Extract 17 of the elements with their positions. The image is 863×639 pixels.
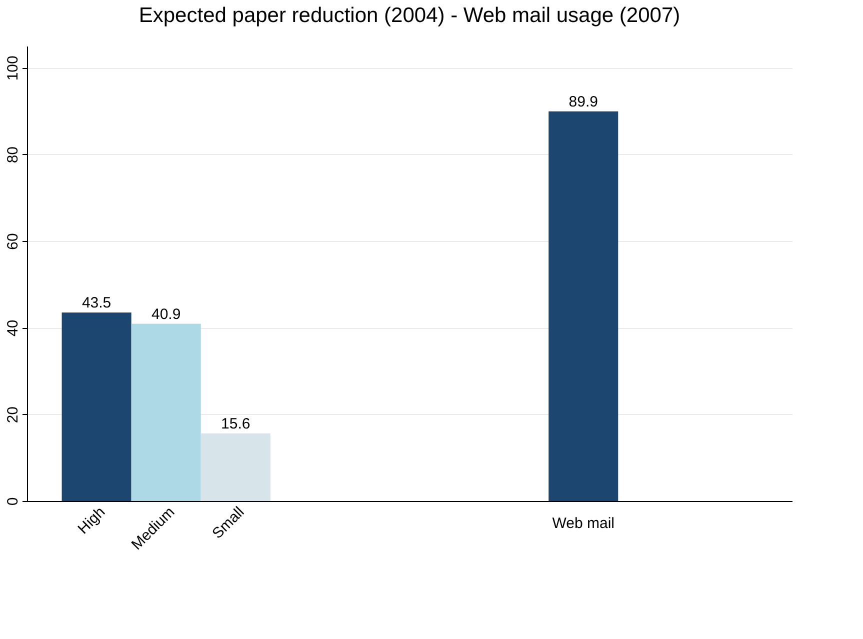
bar [62, 312, 132, 501]
data-label: 15.6 [221, 415, 250, 432]
y-tick-label: 40 [4, 320, 22, 337]
y-tick-label: 60 [4, 233, 22, 250]
data-label: 89.9 [568, 93, 598, 110]
x-tick-label: Web mail [552, 515, 614, 532]
y-tick-label: 20 [4, 406, 22, 424]
bar [200, 433, 270, 501]
y-tick-label: 80 [4, 146, 22, 164]
bar [131, 324, 201, 501]
bar [548, 111, 618, 501]
chart-title: Expected paper reduction (2004) - Web mail usage (2007) [138, 4, 680, 27]
y-tick-label: 100 [4, 56, 22, 81]
y-tick-label: 0 [4, 497, 22, 506]
x-tick-label: High [74, 504, 109, 538]
data-label: 43.5 [82, 294, 112, 312]
data-label: 40.9 [151, 306, 181, 323]
